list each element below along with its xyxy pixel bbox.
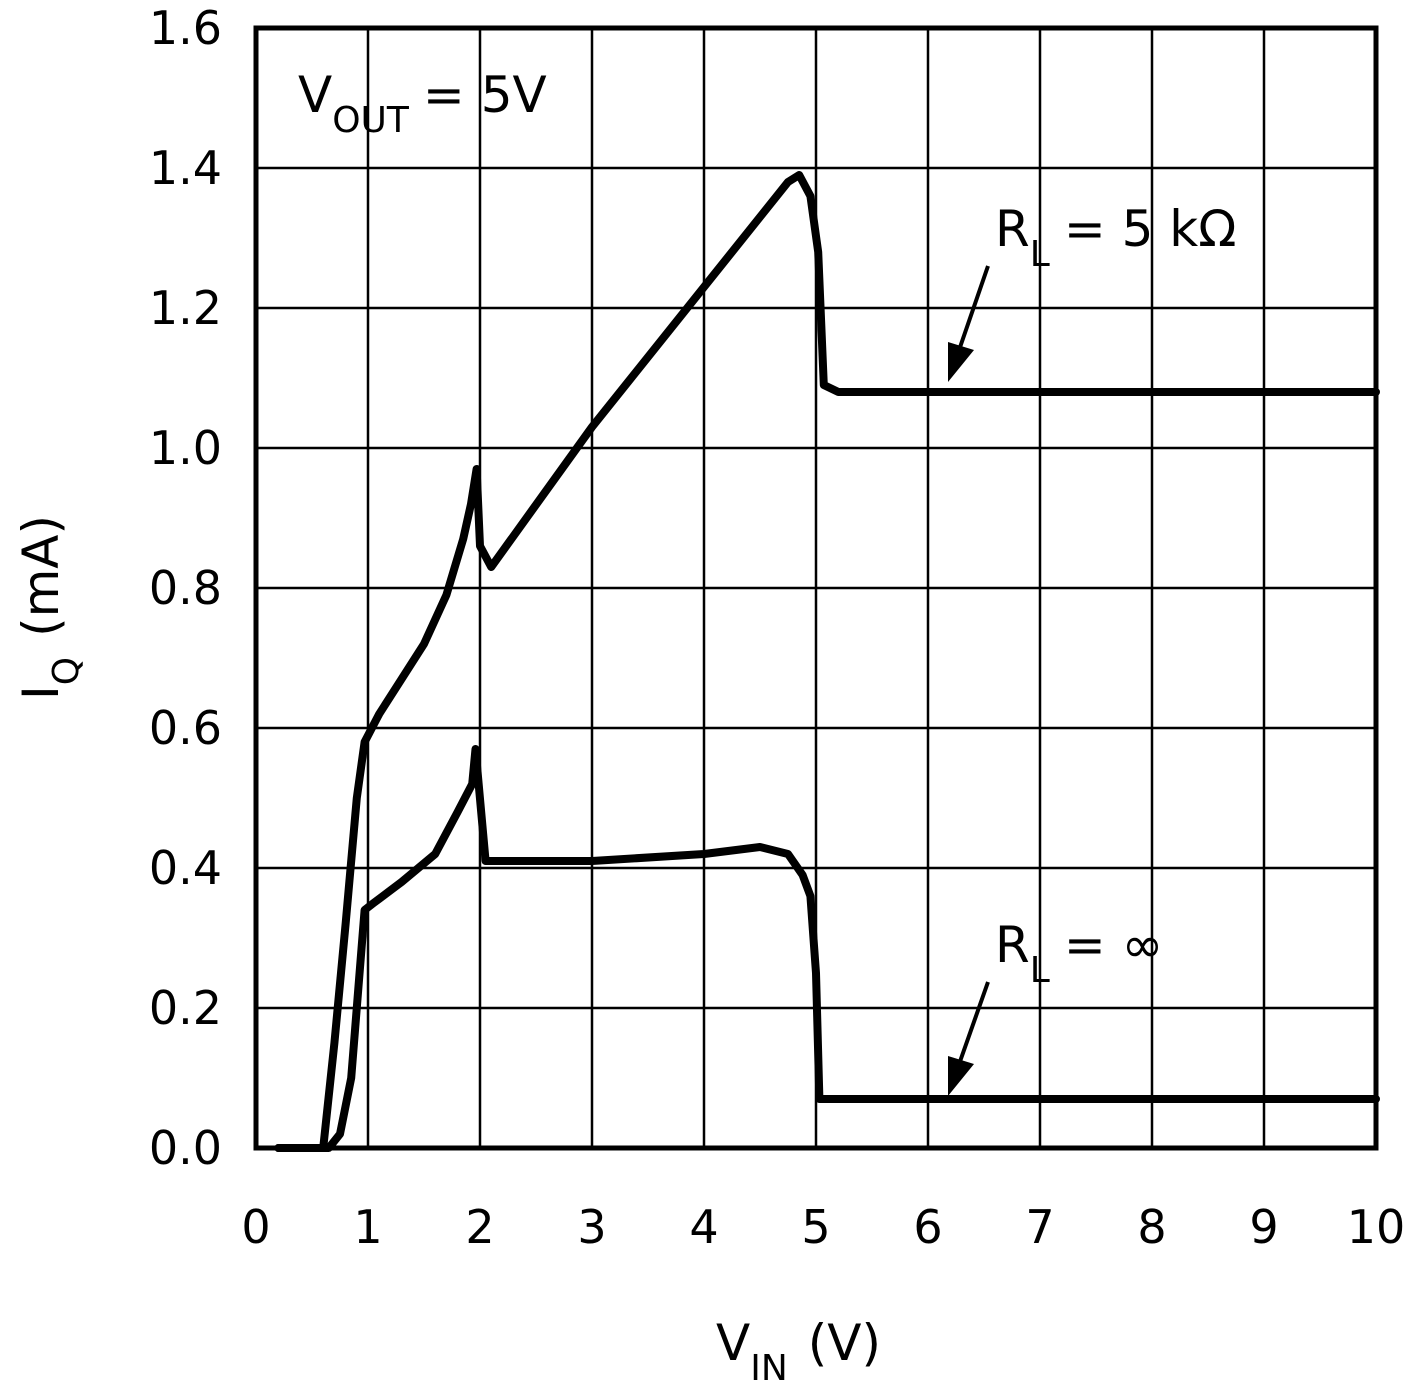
annotation-rl-5k-arrowhead [948,342,974,382]
y-axis-label-sub: Q [46,657,87,685]
condition-label-main: V [298,66,332,124]
y-axis-label-unit: (mA) [12,515,70,637]
x-tick-labels: 0 1 2 3 4 5 6 7 8 9 10 [241,1200,1404,1254]
y-axis-label-main: I [12,685,70,700]
x-tick-label: 10 [1347,1200,1404,1254]
y-axis-label: IQ (mA) [12,515,87,700]
x-axis-label: VIN (V) [716,1314,881,1389]
x-tick-label: 4 [689,1200,718,1254]
y-tick-label: 0.6 [149,701,222,755]
x-tick-label: 3 [577,1200,606,1254]
annotation-rl-5k: RL = 5 kΩ [995,200,1236,275]
x-axis-label-sub: IN [750,1348,788,1389]
annotation-rl-inf-main: R [995,916,1030,974]
x-tick-label: 5 [801,1200,830,1254]
x-tick-label: 8 [1137,1200,1166,1254]
x-tick-label: 2 [465,1200,494,1254]
x-axis-label-main: V [716,1314,750,1372]
x-tick-label: 7 [1025,1200,1054,1254]
y-tick-label: 1.4 [149,141,222,195]
x-tick-label: 9 [1249,1200,1278,1254]
annotation-rl-inf-arrow [955,981,990,1071]
series-line-1 [274,171,1380,1152]
annotation-rl-inf: RL = ∞ [995,916,1163,991]
y-tick-label: 0.8 [149,561,222,615]
y-tick-label: 1.6 [149,1,222,55]
annotation-rl-5k-main: R [995,200,1030,258]
condition-label-sub: OUT [332,100,410,141]
plot-frame [253,25,1379,1151]
annotation-rl-5k-rest: = 5 kΩ [1064,200,1237,258]
y-tick-label: 1.0 [149,421,222,475]
annotation-rl-5k-sub: L [1030,234,1050,275]
x-axis-label-unit: (V) [808,1314,881,1372]
condition-label-rest: = 5V [423,66,547,124]
y-tick-label: 1.2 [149,281,222,335]
y-tick-labels: 0.0 0.2 0.4 0.6 0.8 1.0 1.2 1.4 1.6 [149,1,222,1175]
condition-label: VOUT = 5V [298,66,547,141]
x-tick-label: 6 [913,1200,942,1254]
annotation-rl-inf-arrowhead [948,1056,974,1096]
series-line-2 [274,745,1380,1152]
y-tick-label: 0.0 [149,1121,222,1175]
x-tick-label: 1 [353,1200,382,1254]
x-tick-label: 0 [241,1200,270,1254]
y-tick-label: 0.2 [149,981,222,1035]
series-layer [274,171,1380,1152]
annotation-rl-5k-arrow [955,265,990,357]
y-tick-label: 0.4 [149,841,222,895]
annotation-rl-inf-rest: = ∞ [1064,916,1163,974]
annotation-rl-inf-sub: L [1030,950,1050,991]
